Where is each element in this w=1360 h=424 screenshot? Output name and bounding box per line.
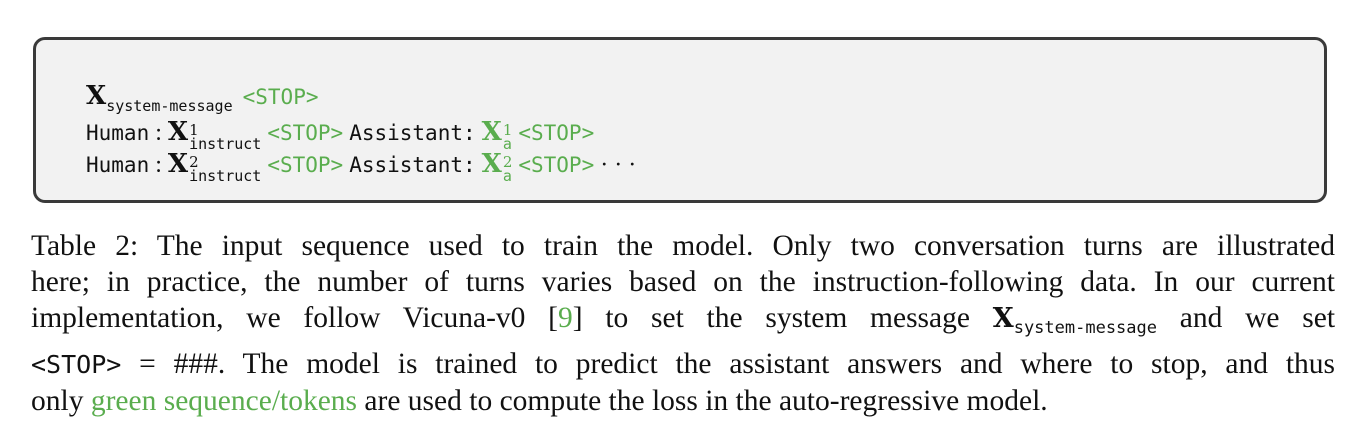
system-message-subscript: system-message	[1013, 318, 1157, 338]
answer-superscript: 1	[502, 121, 513, 139]
instruct-superscript: 1	[189, 121, 199, 139]
instruct-var: X	[167, 117, 189, 147]
stop-token: <STOP>	[242, 85, 319, 109]
system-message-var: X	[86, 81, 107, 111]
caption-line: Table 2: The input sequence used to trai…	[31, 230, 1335, 262]
input-sequence-box: Xsystem-message <STOP> Human : X 1 instruct…	[33, 37, 1327, 203]
citation-link[interactable]: 9	[558, 302, 573, 334]
green-tokens-highlight: green sequence/tokens	[90, 385, 358, 417]
instruct-subscript: instruct	[189, 135, 262, 153]
instruct-var: X	[167, 149, 189, 179]
ellipsis: · · ·	[600, 152, 637, 178]
caption-line: here; in practice, the number of turns v…	[31, 266, 1335, 298]
stop-token: <STOP>	[31, 350, 122, 379]
colon: :	[155, 152, 162, 178]
stop-token: <STOP>	[518, 121, 595, 145]
human-label: Human	[86, 121, 150, 145]
assistant-label: Assistant:	[349, 153, 476, 177]
answer-var: X	[481, 149, 502, 179]
table-caption: Table 2: The input sequence used to trai…	[31, 228, 1335, 419]
system-message-subscript: system-message	[106, 97, 233, 115]
stop-token: <STOP>	[267, 153, 344, 177]
answer-superscript: 2	[502, 153, 513, 171]
answer-var: X	[481, 117, 502, 147]
instruct-subscript: instruct	[189, 167, 262, 185]
stop-token: <STOP>	[518, 153, 595, 177]
human-label: Human	[86, 153, 150, 177]
system-message-var: X	[992, 303, 1014, 334]
caption-line: only green sequence/tokens are used to c…	[31, 385, 1048, 417]
assistant-label: Assistant:	[349, 121, 476, 145]
colon: :	[155, 120, 162, 146]
stop-token: <STOP>	[267, 121, 344, 145]
instruct-superscript: 2	[189, 153, 199, 171]
answer-subscript: a	[502, 135, 512, 153]
answer-subscript: a	[502, 167, 512, 185]
sequence-line-system: Xsystem-message <STOP>	[86, 80, 319, 115]
caption-line: implementation, we follow Vicuna-v0 [9] …	[31, 302, 1336, 338]
caption-line: <STOP> = ###. The model is trained to pr…	[31, 348, 1335, 380]
